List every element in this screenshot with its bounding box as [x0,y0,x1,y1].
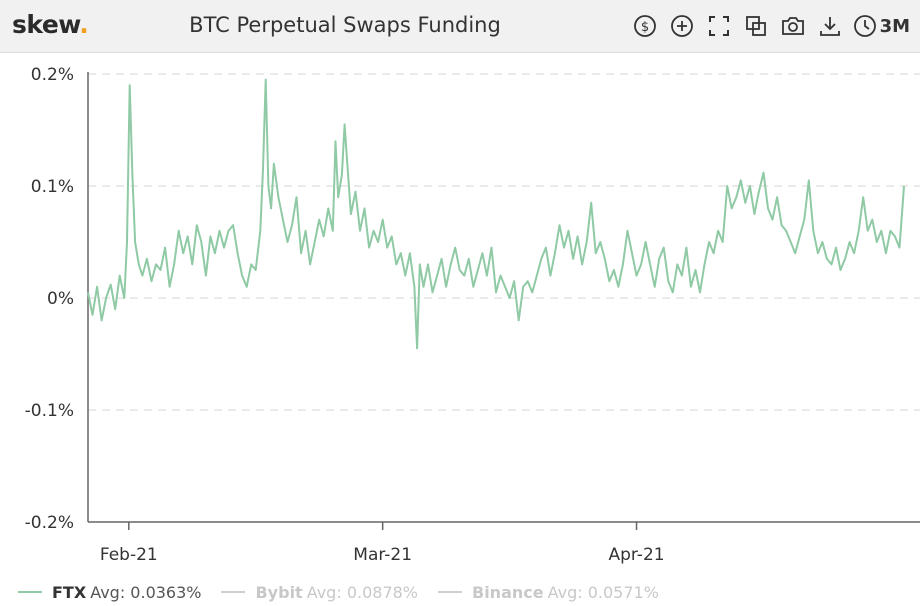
chart-toolbar: $ [631,12,910,40]
svg-text:$: $ [640,20,648,35]
x-tick-label: Mar-21 [353,545,412,565]
y-tick-label: -0.2% [25,513,74,533]
funding-chart[interactable]: 0.2% 0.1% 0% -0.1% -0.2% Feb-21 Mar-21 Apr-21 [0,52,920,580]
download-button[interactable] [816,12,844,40]
y-tick-label: 0% [47,289,74,309]
x-axis: Feb-21 Mar-21 Apr-21 [88,521,920,565]
y-axis: 0.2% 0.1% 0% -0.1% -0.2% [25,65,89,533]
y-tick-label: 0.1% [31,177,74,197]
screenshot-button[interactable] [779,12,807,40]
series-layer [87,78,905,350]
legend-name: Binance [472,582,544,602]
skew-logo[interactable]: skew. [12,10,89,39]
legend-name: FTX [52,582,87,602]
legend-item-binance[interactable]: Binance Avg: 0.0571% [438,583,659,602]
legend-swatch-ftx [18,591,42,593]
x-tick-label: Apr-21 [608,545,664,565]
legend-average: Avg: 0.0878% [306,582,418,602]
time-range-button[interactable]: 3M [853,14,910,38]
dollar-icon: $ [633,15,656,37]
legend-swatch-bybit [221,591,246,593]
copy-button[interactable] [742,12,770,40]
legend-average: Avg: 0.0571% [547,582,659,602]
add-series-button[interactable] [668,12,696,40]
chart-legend: FTX Avg: 0.0363% Bybit Avg: 0.0878% Bina… [18,581,659,603]
logo-text: skew [12,10,80,39]
logo-dot: . [79,10,89,39]
x-tick-label: Feb-21 [100,545,158,565]
y-tick-label: -0.1% [25,401,74,421]
clock-icon [853,15,876,37]
fullscreen-button[interactable] [705,12,733,40]
legend-item-ftx[interactable]: FTX Avg: 0.0363% [18,583,201,602]
legend-swatch-binance [438,591,462,593]
download-icon [819,17,840,36]
y-tick-label: 0.2% [31,65,74,85]
camera-icon [781,17,804,35]
legend-item-bybit[interactable]: Bybit Avg: 0.0878% [221,583,418,602]
page-title: BTC Perpetual Swaps Funding [189,13,501,37]
plus-circle-icon [670,15,693,37]
legend-name: Bybit [255,582,303,602]
series-line-ftx [87,78,905,350]
time-range-label: 3M [879,15,910,37]
legend-average: Avg: 0.0363% [90,582,202,602]
fullscreen-icon [708,16,729,36]
app-header: skew. BTC Perpetual Swaps Funding $ [0,0,920,53]
currency-button[interactable]: $ [631,12,659,40]
grid-lines [88,73,920,411]
copy-icon [745,16,766,36]
